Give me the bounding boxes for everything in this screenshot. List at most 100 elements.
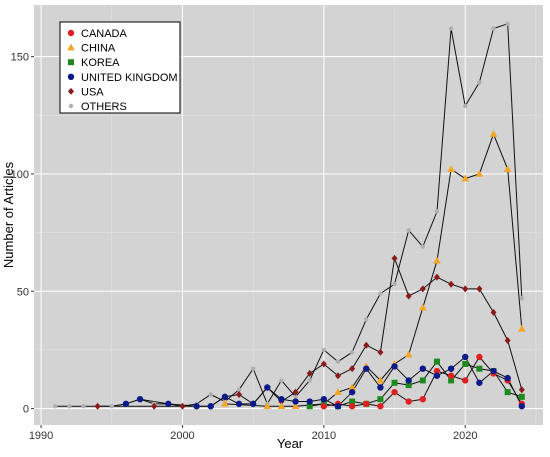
point-korea-2014 bbox=[377, 396, 384, 403]
point-canada-2020 bbox=[462, 377, 469, 384]
point-others-2021 bbox=[477, 80, 482, 85]
point-korea-2015 bbox=[391, 379, 398, 386]
x-tick-label-2020: 2020 bbox=[453, 430, 477, 442]
y-tick-label-0: 0 bbox=[23, 404, 29, 416]
point-united-kingdom-2012 bbox=[348, 388, 356, 396]
point-united-kingdom-2007 bbox=[278, 395, 285, 403]
point-china-2007 bbox=[277, 402, 286, 410]
series-line-korea bbox=[309, 361, 522, 407]
legend-label-others: OTHERS bbox=[81, 101, 127, 113]
point-korea-2023 bbox=[504, 389, 511, 396]
point-others-2020 bbox=[463, 103, 468, 109]
point-usa-2018 bbox=[433, 273, 440, 281]
point-china-2016 bbox=[404, 350, 413, 358]
point-china-2024 bbox=[517, 324, 526, 332]
legend-label-canada: CANADA bbox=[81, 28, 128, 40]
legend-box bbox=[59, 21, 181, 114]
point-others-2010 bbox=[321, 347, 327, 353]
point-usa-2017 bbox=[419, 285, 426, 293]
point-usa-2022 bbox=[490, 308, 497, 316]
point-united-kingdom-2014 bbox=[377, 384, 384, 391]
point-united-kingdom-2022 bbox=[490, 367, 497, 375]
point-usa-2019 bbox=[448, 280, 455, 288]
point-canada-2010 bbox=[320, 403, 328, 410]
point-others-2016 bbox=[406, 228, 411, 233]
point-usa-2008 bbox=[292, 388, 299, 396]
point-others-2019 bbox=[448, 26, 454, 31]
point-others-2014 bbox=[378, 291, 383, 296]
point-china-2006 bbox=[263, 402, 272, 410]
point-usa-2012 bbox=[349, 365, 356, 373]
point-others-2013 bbox=[364, 317, 369, 322]
point-canada-2014 bbox=[377, 403, 384, 410]
legend-item-united-kingdom: UNITED KINGDOM bbox=[67, 72, 178, 84]
point-china-2019 bbox=[447, 165, 455, 173]
point-korea-2016 bbox=[405, 382, 412, 389]
point-united-kingdom-2015 bbox=[391, 363, 398, 370]
point-usa-2004 bbox=[236, 390, 243, 398]
point-china-2021 bbox=[475, 169, 484, 177]
point-canada-2018 bbox=[433, 367, 441, 375]
point-china-2011 bbox=[334, 388, 342, 395]
point-united-kingdom-2024 bbox=[518, 403, 525, 410]
point-china-2012 bbox=[348, 383, 356, 391]
legend-item-korea: KOREA bbox=[68, 57, 120, 69]
legend-item-china: CHINA bbox=[67, 43, 116, 55]
y-tick-label-50: 50 bbox=[17, 286, 29, 298]
legend-item-others: OTHERS bbox=[68, 101, 127, 113]
point-others-2011 bbox=[335, 359, 341, 364]
point-united-kingdom-2005 bbox=[249, 400, 257, 408]
point-china-2018 bbox=[433, 256, 441, 264]
point-united-kingdom-2021 bbox=[476, 379, 483, 386]
point-united-kingdom-1996 bbox=[122, 400, 130, 408]
point-korea-2021 bbox=[476, 365, 483, 372]
point-united-kingdom-1997 bbox=[136, 395, 144, 403]
point-united-kingdom-2020 bbox=[462, 353, 469, 361]
point-korea-2009 bbox=[306, 403, 313, 410]
point-united-kingdom-2013 bbox=[363, 365, 370, 372]
point-united-kingdom-2001 bbox=[193, 403, 200, 410]
point-china-2014 bbox=[376, 376, 385, 384]
x-axis-title: Year bbox=[277, 436, 304, 451]
point-korea-2017 bbox=[419, 377, 426, 384]
point-united-kingdom-2010 bbox=[320, 395, 328, 403]
point-united-kingdom-2008 bbox=[292, 398, 299, 405]
point-united-kingdom-2004 bbox=[235, 400, 243, 408]
point-others-2023 bbox=[505, 21, 510, 26]
point-united-kingdom-2017 bbox=[419, 365, 427, 372]
y-axis-title: Number of Articles bbox=[1, 161, 16, 268]
point-united-kingdom-1999 bbox=[165, 400, 172, 408]
point-others-2024 bbox=[519, 296, 524, 301]
point-korea-2012 bbox=[349, 398, 356, 405]
point-korea-2020 bbox=[462, 360, 469, 367]
point-china-2003 bbox=[221, 399, 229, 407]
x-tick-label-2010: 2010 bbox=[312, 430, 336, 442]
point-usa-2009 bbox=[306, 369, 313, 377]
legend-item-usa: USA bbox=[68, 86, 104, 98]
point-others-2015 bbox=[392, 282, 397, 287]
legend-item-canada: CANADA bbox=[67, 28, 128, 40]
point-others-2012 bbox=[349, 350, 355, 355]
point-korea-2018 bbox=[433, 358, 440, 365]
point-united-kingdom-2009 bbox=[306, 398, 313, 405]
point-others-1995 bbox=[109, 404, 114, 409]
point-china-2023 bbox=[503, 165, 512, 173]
point-usa-2023 bbox=[504, 337, 511, 345]
y-tick-label-100: 100 bbox=[11, 169, 29, 181]
legend-label-usa: USA bbox=[81, 86, 104, 98]
point-usa-2011 bbox=[334, 372, 341, 380]
point-canada-2012 bbox=[348, 403, 356, 410]
legend-marker-others bbox=[68, 103, 74, 109]
point-canada-2015 bbox=[391, 388, 398, 396]
legend: CANADA CHINA KOREA UNITED KINGDOM USA OTHERS bbox=[59, 21, 181, 114]
x-axis-ticks: 1990 2000 2010 2020 bbox=[29, 425, 477, 442]
point-united-kingdom-2019 bbox=[447, 365, 455, 372]
point-china-2020 bbox=[461, 174, 470, 182]
point-usa-2020 bbox=[462, 285, 469, 293]
point-united-kingdom-2016 bbox=[405, 377, 412, 384]
point-usa-1994 bbox=[94, 402, 101, 410]
point-usa-2013 bbox=[363, 341, 370, 349]
point-usa-2014 bbox=[377, 348, 384, 356]
x-tick-label-1990: 1990 bbox=[29, 430, 53, 442]
point-others-1992 bbox=[67, 404, 72, 409]
